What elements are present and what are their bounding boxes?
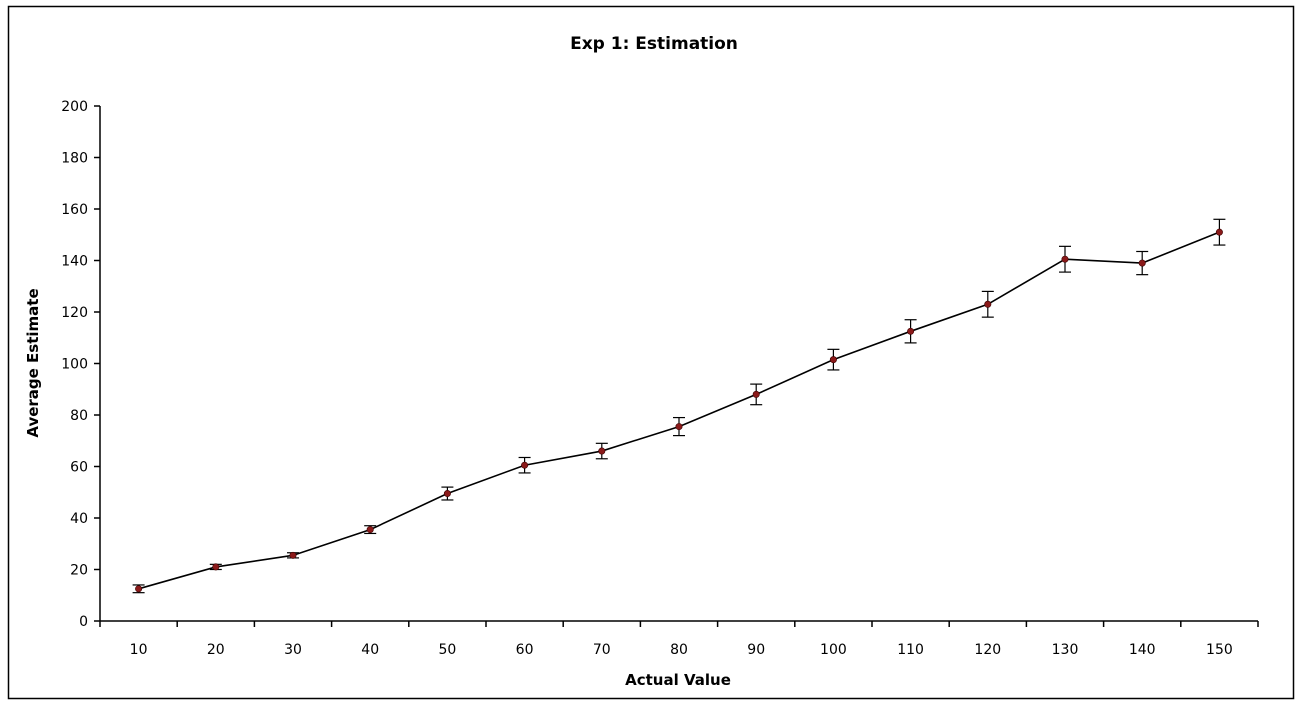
data-point (1215, 228, 1223, 236)
data-point (675, 423, 683, 431)
x-tick-label: 150 (1206, 642, 1233, 658)
x-tick-label: 80 (670, 642, 688, 658)
data-point (1138, 259, 1146, 267)
x-axis-label: Actual Value (625, 671, 731, 689)
data-point (984, 300, 992, 308)
chart-border (7, 5, 1295, 700)
x-tick-label: 10 (130, 642, 148, 658)
x-tick-label: 40 (361, 642, 379, 658)
data-point (598, 447, 606, 455)
data-point (829, 356, 837, 364)
y-tick-label: 100 (61, 357, 88, 373)
data-point (521, 461, 529, 469)
x-tick-label: 90 (747, 642, 765, 658)
x-tick-label: 20 (207, 642, 225, 658)
y-tick-label: 120 (61, 305, 88, 321)
x-tick-label: 120 (974, 642, 1001, 658)
x-tick-label: 110 (897, 642, 924, 658)
chart-title: Exp 1: Estimation (570, 34, 738, 54)
data-point (1061, 255, 1069, 263)
data-point (289, 551, 297, 559)
y-tick-label: 0 (79, 614, 88, 630)
y-tick-label: 20 (70, 563, 88, 579)
y-tick-label: 140 (61, 254, 88, 270)
data-point (212, 563, 220, 571)
y-tick-label: 60 (70, 460, 88, 476)
x-tick-label: 30 (284, 642, 302, 658)
x-tick-label: 140 (1129, 642, 1156, 658)
x-ticks: 10 20 30 40 50 60 70 80 90 100 110 120 130 140 150 (99, 621, 1259, 658)
x-tick-label: 60 (516, 642, 534, 658)
series (132, 218, 1226, 594)
data-point (366, 526, 374, 534)
x-tick-label: 70 (593, 642, 611, 658)
y-tick-label: 180 (61, 151, 88, 167)
y-tick-label: 200 (61, 99, 88, 115)
data-point (907, 327, 915, 335)
x-tick-label: 50 (438, 642, 456, 658)
x-tick-label: 100 (820, 642, 847, 658)
y-ticks: 0 20 40 60 80 100 120 140 160 180 200 (61, 99, 100, 630)
y-tick-label: 40 (70, 511, 88, 527)
y-axis-label: Average Estimate (24, 288, 42, 437)
data-point (752, 390, 760, 398)
x-tick-label: 130 (1052, 642, 1079, 658)
data-point (443, 490, 451, 498)
data-point (135, 585, 143, 593)
y-tick-label: 160 (61, 202, 88, 218)
y-tick-label: 80 (70, 408, 88, 424)
